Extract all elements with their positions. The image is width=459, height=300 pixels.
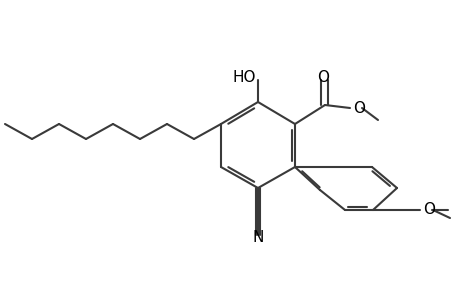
Text: N: N bbox=[252, 230, 263, 245]
Text: O: O bbox=[316, 70, 328, 85]
Text: HO: HO bbox=[232, 70, 256, 85]
Text: O: O bbox=[422, 202, 434, 217]
Text: O: O bbox=[352, 100, 364, 116]
